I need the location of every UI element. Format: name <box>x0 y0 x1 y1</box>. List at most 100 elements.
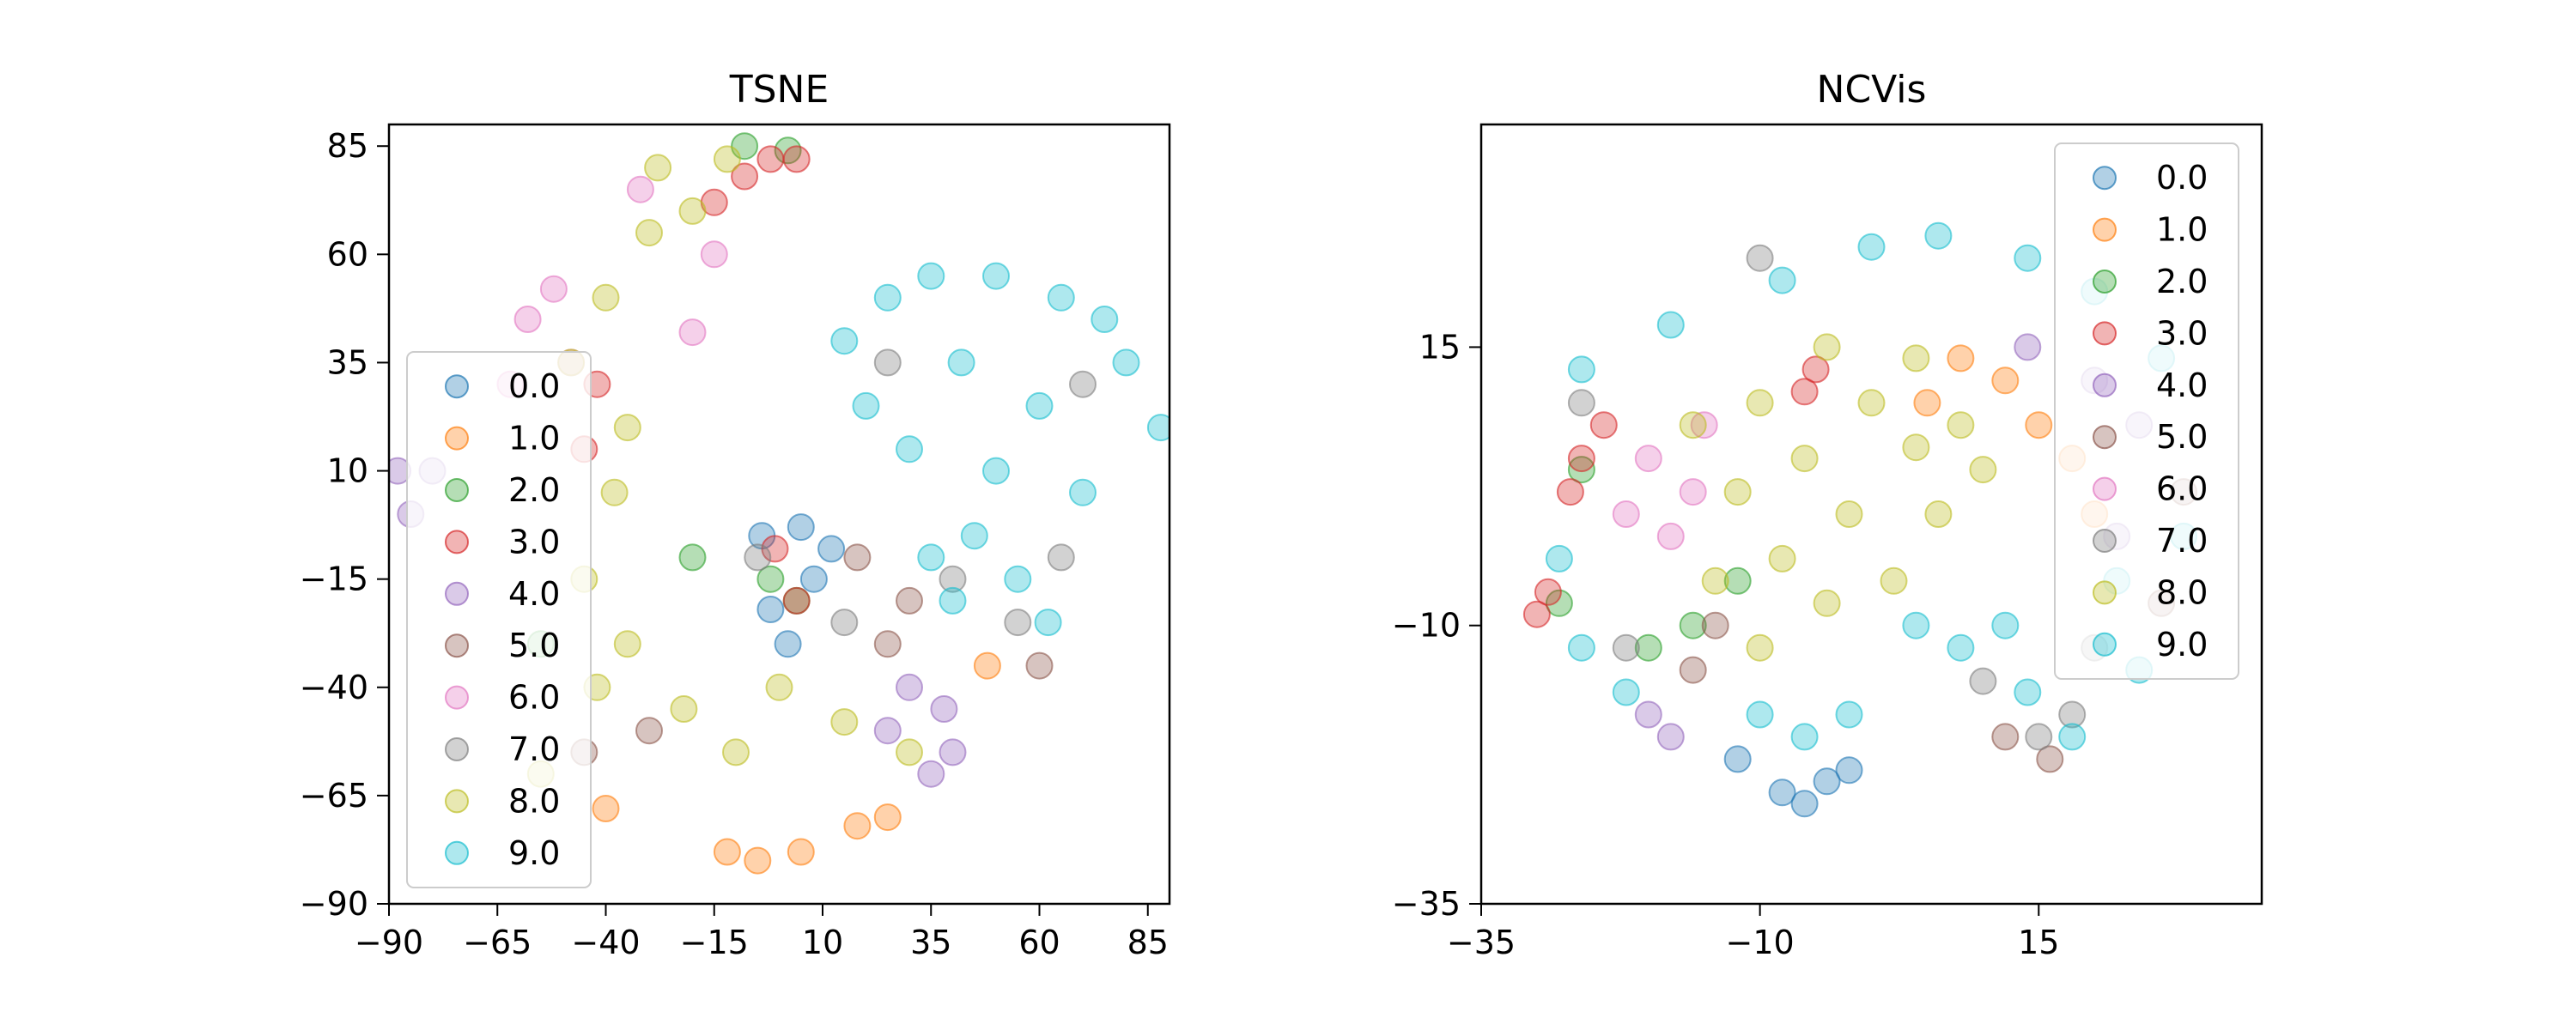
legend-marker <box>445 374 469 399</box>
point-series-2-3 <box>1567 456 1595 484</box>
legend-marker <box>2093 476 2117 501</box>
y-tick-label: −90 <box>300 885 368 923</box>
point-series-6-0 <box>513 306 542 333</box>
point-series-6-0 <box>1656 522 1685 550</box>
point-series-9-17 <box>1612 678 1640 706</box>
point-series-9-4 <box>1047 283 1075 312</box>
y-tick-label: 85 <box>327 127 368 165</box>
legend-marker <box>445 737 469 761</box>
legend-marker <box>2093 529 2117 553</box>
x-tick-label: −40 <box>571 924 640 961</box>
point-series-5-2 <box>896 586 923 615</box>
point-series-4-2 <box>917 760 945 788</box>
point-series-4-0 <box>896 673 923 701</box>
point-series-9-13 <box>1069 478 1097 506</box>
plot-frame <box>1479 123 2263 906</box>
point-series-9-3 <box>982 262 1010 290</box>
legend: 0.0 1.0 2.0 3.0 4.0 5.0 6.0 7.0 8.0 9.0 <box>406 351 592 888</box>
y-tick-label: −15 <box>300 560 368 598</box>
point-series-2-1 <box>1634 633 1662 662</box>
point-series-5-5 <box>2036 745 2064 773</box>
point-series-8-0 <box>1746 389 1774 417</box>
legend-marker <box>2093 166 2117 191</box>
point-series-8-1 <box>592 283 620 312</box>
legend-marker <box>2093 321 2117 346</box>
point-series-9-10 <box>960 522 988 550</box>
point-series-8-9 <box>1947 411 1975 439</box>
legend-marker <box>445 530 469 554</box>
point-series-8-8 <box>722 738 750 766</box>
point-series-0-3 <box>787 513 815 542</box>
legend-marker <box>445 840 469 865</box>
point-series-9-0 <box>1857 233 1886 261</box>
point-series-8-1 <box>1723 478 1752 506</box>
point-series-0-4 <box>756 596 785 623</box>
point-series-9-14 <box>1835 700 1863 729</box>
point-series-4-1 <box>930 695 958 723</box>
legend-label: 5.0 <box>508 627 560 664</box>
point-series-8-3 <box>635 219 663 247</box>
point-series-9-4 <box>1924 221 1953 250</box>
point-series-8-6 <box>613 630 641 658</box>
point-series-1-5 <box>1947 344 1975 373</box>
point-series-9-21 <box>1991 611 2020 639</box>
legend-marker <box>2093 270 2117 294</box>
scatter-points <box>389 132 1170 875</box>
legend-label: 2.0 <box>508 471 560 509</box>
legend-marker <box>445 478 469 502</box>
point-series-5-4 <box>1025 651 1054 680</box>
point-series-1-1 <box>787 838 815 866</box>
point-series-0-4 <box>1835 756 1863 785</box>
x-tick-label: 85 <box>1127 924 1169 961</box>
point-series-7-5 <box>744 543 772 572</box>
legend: 0.0 1.0 2.0 3.0 4.0 5.0 6.0 7.0 8.0 9.0 <box>2054 142 2239 680</box>
point-series-9-14 <box>896 435 923 464</box>
point-series-7-3 <box>1567 389 1595 417</box>
point-series-3-0 <box>1522 600 1551 628</box>
legend-label: 7.0 <box>508 730 560 768</box>
point-series-1-0 <box>744 846 772 875</box>
point-series-0-1 <box>1790 790 1819 818</box>
y-tick-label: −35 <box>1392 885 1461 923</box>
legend-label: 5.0 <box>2156 418 2208 456</box>
x-tick-label: −15 <box>680 924 749 961</box>
point-series-8-13 <box>713 145 741 173</box>
legend-label: 1.0 <box>2156 211 2208 249</box>
point-series-1-5 <box>873 803 902 832</box>
point-series-1-4 <box>1913 389 1941 417</box>
point-series-9-13 <box>1902 611 1930 639</box>
point-series-4-3 <box>873 717 902 745</box>
legend-label: 9.0 <box>2156 626 2208 663</box>
point-series-0-1 <box>799 565 828 593</box>
point-series-3-5 <box>761 535 789 563</box>
point-series-8-2 <box>613 414 641 442</box>
point-series-3-2 <box>1567 445 1595 473</box>
point-series-0-0 <box>1768 779 1796 807</box>
x-tick-label: −90 <box>355 924 423 961</box>
point-series-6-4 <box>1612 500 1640 528</box>
point-series-0-2 <box>1813 767 1841 796</box>
point-series-7-4 <box>1069 370 1097 398</box>
legend-label: 7.0 <box>2156 522 2208 560</box>
point-series-8-7 <box>670 695 698 723</box>
point-series-8-8 <box>1880 566 1908 595</box>
point-series-1-6 <box>973 651 1001 680</box>
legend-marker <box>445 789 469 814</box>
legend-marker <box>445 685 469 710</box>
point-series-9-10 <box>2058 723 2087 751</box>
point-series-9-15 <box>852 391 880 420</box>
x-tick-label: −35 <box>1447 924 1516 961</box>
point-series-9-18 <box>1567 633 1595 662</box>
legend-label: 4.0 <box>2156 367 2208 404</box>
point-series-9-5 <box>2014 244 2042 272</box>
legend-marker <box>2093 580 2117 605</box>
point-series-4-4 <box>1634 700 1662 729</box>
point-series-8-9 <box>765 673 793 701</box>
y-tick-label: 15 <box>1419 328 1461 366</box>
point-series-5-0 <box>1679 656 1707 684</box>
point-series-0-3 <box>1723 745 1752 773</box>
legend-label: 3.0 <box>2156 314 2208 352</box>
x-tick-label: −65 <box>463 924 532 961</box>
point-series-0-2 <box>774 630 802 658</box>
chart-title: TSNE <box>729 68 829 112</box>
